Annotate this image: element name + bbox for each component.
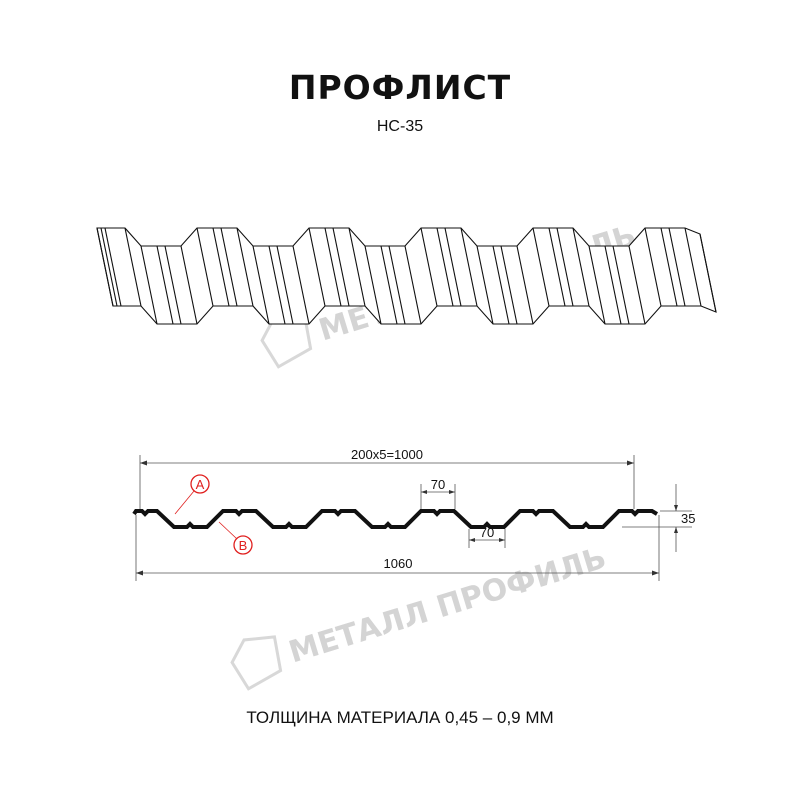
page-title: ПРОФЛИСТ [288,68,512,107]
sheet-rib-line [268,245,286,325]
sheet-rib-line [660,227,678,307]
material-thickness-note: ТОЛЩИНА МАТЕРИАЛА 0,45 – 0,9 ММ [246,708,554,727]
marker-b: B [218,521,253,555]
dim-total-width: 1060 [384,556,413,571]
sheet-rib-line [276,245,294,325]
sheet-fold-line [404,245,422,325]
sheet-fold-line [196,227,214,307]
sheet-rib-line [604,245,622,325]
sheet-rib-line [612,245,630,325]
sheet-rib-line [668,227,686,307]
marker-b-label: B [239,538,248,553]
sheet-fold-line [460,227,478,307]
dim-pitch-total: 200x5=1000 [351,447,423,462]
sheet-fold-line [532,227,550,307]
sheet-fold-line [180,245,198,325]
sheet-fold-line [588,245,606,325]
sheet-fold-line [124,227,142,307]
sheet-fold-line [252,245,270,325]
sheet-fold-line [420,227,438,307]
sheet-fold-line [236,227,254,307]
sheet-rib-line [492,245,510,325]
sheet-fold-line [140,245,158,325]
profile-sheet-3d [96,227,717,325]
watermark-bottom: МЕТАЛЛ ПРОФИЛЬ [230,541,610,691]
sheet-rib-line [100,227,118,307]
sheet-rib-line [104,227,122,307]
dim-top-flat: 70 [431,477,445,492]
sheet-rib-line [388,245,406,325]
watermark-logo-icon [230,635,283,691]
sheet-rib-line [324,227,342,307]
sheet-rib-line [444,227,462,307]
sheet-rib-line [164,245,182,325]
sheet-fold-line [292,245,310,325]
sheet-fold-line [572,227,590,307]
sheet-rib-line [500,245,518,325]
dimension-arrows [136,460,678,576]
sheet-fold-line [308,227,326,307]
model-subtitle: НС-35 [376,118,424,135]
dim-height: 35 [681,511,695,526]
sheet-rib-line [220,227,238,307]
sheet-rib-line [212,227,230,307]
marker-a-label: A [196,477,205,492]
profile-cross-section [132,509,659,529]
sheet-fold-line [364,245,382,325]
sheet-rib-line [380,245,398,325]
sheet-fold-line [476,245,494,325]
sheet-fold-line [628,245,646,325]
sheet-fold-line [644,227,662,307]
sheet-fold-line [684,227,702,307]
sheet-fold-line [699,233,717,313]
sheet-rib-line [556,227,574,307]
dimension-lines [135,455,692,581]
sheet-fold-line [516,245,534,325]
sheet-rib-line [436,227,454,307]
sheet-rib-line [548,227,566,307]
sheet-rib-line [332,227,350,307]
sheet-fold-line [348,227,366,307]
watermark-text: МЕТАЛЛ ПРОФИЛЬ [285,541,610,671]
sheet-fold-line [96,227,114,307]
sheet-rib-line [156,245,174,325]
marker-a: A [174,474,210,515]
